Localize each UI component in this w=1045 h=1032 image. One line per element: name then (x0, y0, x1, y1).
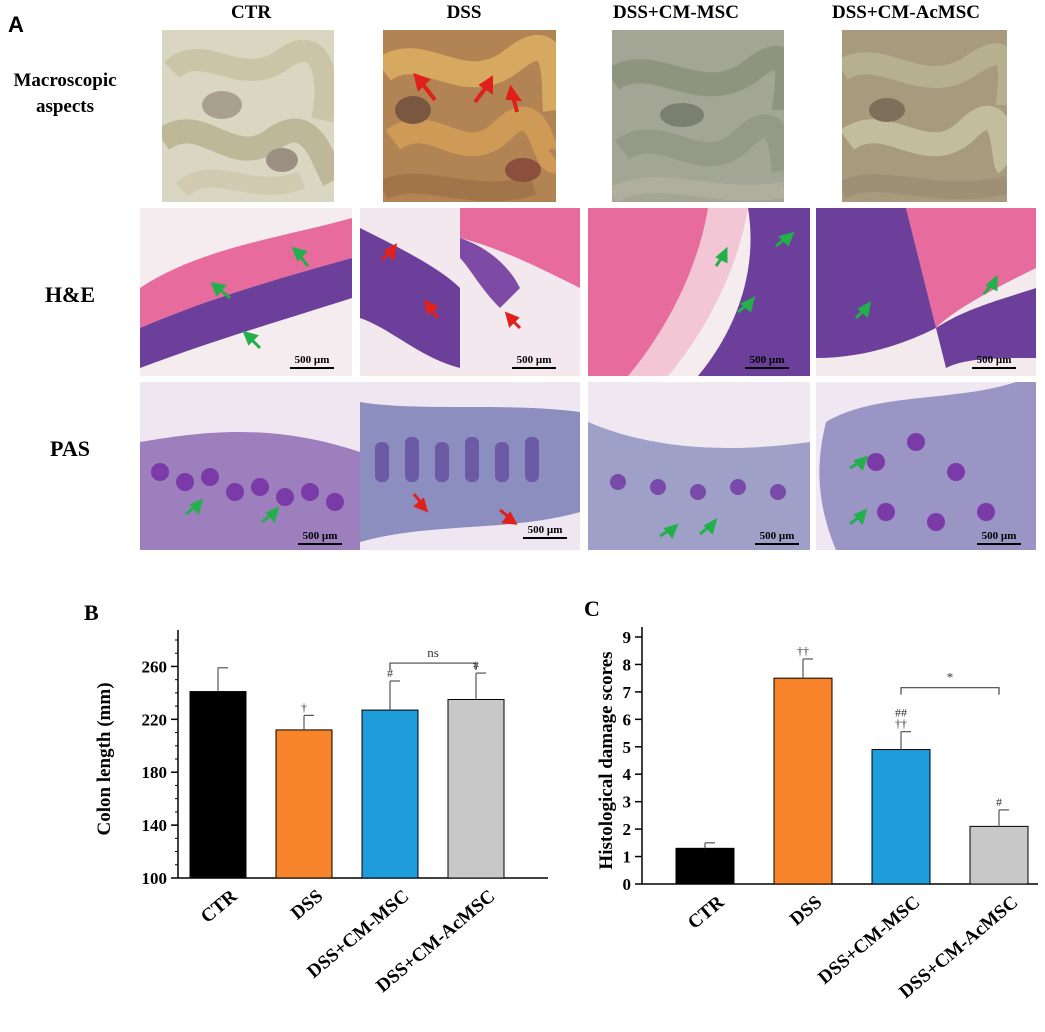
colon-length-chart: B 100 140 180 220 260 Colon length (mm) CTR † DSS… (84, 600, 548, 997)
y-tick-label: 5 (623, 738, 632, 757)
y-tick-label: 3 (623, 793, 632, 812)
bar-dss-cm-msc (361, 709, 419, 879)
x-tick-label: CTR (197, 886, 241, 928)
y-tick-label: 260 (142, 657, 168, 676)
y-axis-label: Histological damage scores (596, 651, 617, 869)
y-tick-label: 9 (623, 628, 632, 647)
macroscopic-photo-dss-cm-msc (612, 30, 784, 202)
bar-dss-cm-msc (871, 749, 931, 885)
macroscopic-photo-dss-cm-acmsc (842, 30, 1007, 202)
macroscopic-photo-ctr (162, 30, 334, 202)
histological-damage-chart: C 0 1 2 3 4 5 6 7 8 9 Histological damage scores CTR… (584, 596, 1038, 1003)
bar-ctr (189, 691, 247, 879)
he-image-dss-cm-acmsc (816, 208, 1036, 376)
row-label-he: H&E (44, 282, 96, 307)
pas-image-dss-cm-acmsc (816, 382, 1036, 550)
column-header-ctr: CTR (230, 2, 272, 23)
y-tick-label: 140 (142, 816, 168, 835)
bar-dss-cm-acmsc (969, 825, 1029, 885)
y-tick-label: 4 (623, 765, 632, 784)
y-tick-label: 220 (142, 710, 168, 729)
significance-mark: # (996, 795, 1002, 809)
y-tick-label: 1 (623, 848, 632, 867)
column-header-dss-cm-acmsc: DSS+CM-AcMSC (831, 2, 981, 23)
significance-mark: # (387, 666, 393, 680)
bracket-label: * (947, 670, 954, 685)
y-tick-label: 8 (623, 655, 632, 674)
significance-mark: †† (895, 717, 907, 731)
he-image-ctr (140, 208, 352, 376)
pas-scalebar-dss: 500 µm (520, 524, 570, 539)
row-label-pas: PAS (50, 436, 90, 461)
he-scalebar-dss: 500 µm (509, 354, 559, 369)
bracket-label: ns (427, 645, 439, 660)
y-tick-label: 100 (142, 869, 168, 888)
bar-dss (275, 729, 333, 879)
significance-mark: † (301, 700, 307, 714)
x-tick-label: DSS+CM-MSC (814, 892, 924, 989)
pas-scalebar-dss-cm-msc: 500 µm (752, 530, 802, 545)
pas-scalebar-dss-cm-acmsc: 500 µm (974, 530, 1024, 545)
he-image-dss-cm-msc (588, 208, 810, 376)
x-tick-label: DSS (786, 892, 826, 930)
macroscopic-photo-dss (383, 30, 556, 202)
panel-letter: B (84, 600, 99, 625)
significance-bracket (389, 662, 477, 671)
x-tick-label: DSS (287, 886, 327, 924)
panel-letter: C (584, 596, 600, 621)
bar-dss (773, 677, 833, 885)
y-axis-label: Colon length (mm) (94, 682, 115, 835)
column-header-dss: DSS (446, 2, 482, 23)
y-tick-label: 6 (623, 710, 632, 729)
panel-letter-a: A (8, 12, 24, 37)
he-scalebar-dss-cm-msc: 500 µm (742, 354, 792, 369)
pas-image-dss-cm-msc (588, 382, 810, 550)
he-image-dss (360, 208, 580, 376)
significance-bracket (900, 687, 1000, 695)
y-tick-label: 0 (623, 875, 632, 894)
bar-dss-cm-acmsc (447, 699, 505, 879)
pas-image-ctr (140, 382, 360, 550)
bar-ctr (675, 847, 735, 885)
y-tick-label: 7 (623, 683, 632, 702)
row-label-macroscopic: Macroscopic aspects (13, 70, 117, 117)
he-scalebar-ctr: 500 µm (287, 354, 337, 369)
pas-scalebar-ctr: 500 µm (295, 530, 345, 545)
column-header-dss-cm-msc: DSS+CM-MSC (613, 2, 739, 23)
significance-mark: †† (797, 644, 809, 658)
pas-image-dss (360, 382, 580, 550)
significance-mark: ## (895, 706, 907, 720)
y-tick-label: 2 (623, 820, 632, 839)
y-tick-label: 180 (142, 763, 168, 782)
he-scalebar-dss-cm-acmsc: 500 µm (969, 354, 1019, 369)
x-tick-label: CTR (684, 892, 728, 934)
